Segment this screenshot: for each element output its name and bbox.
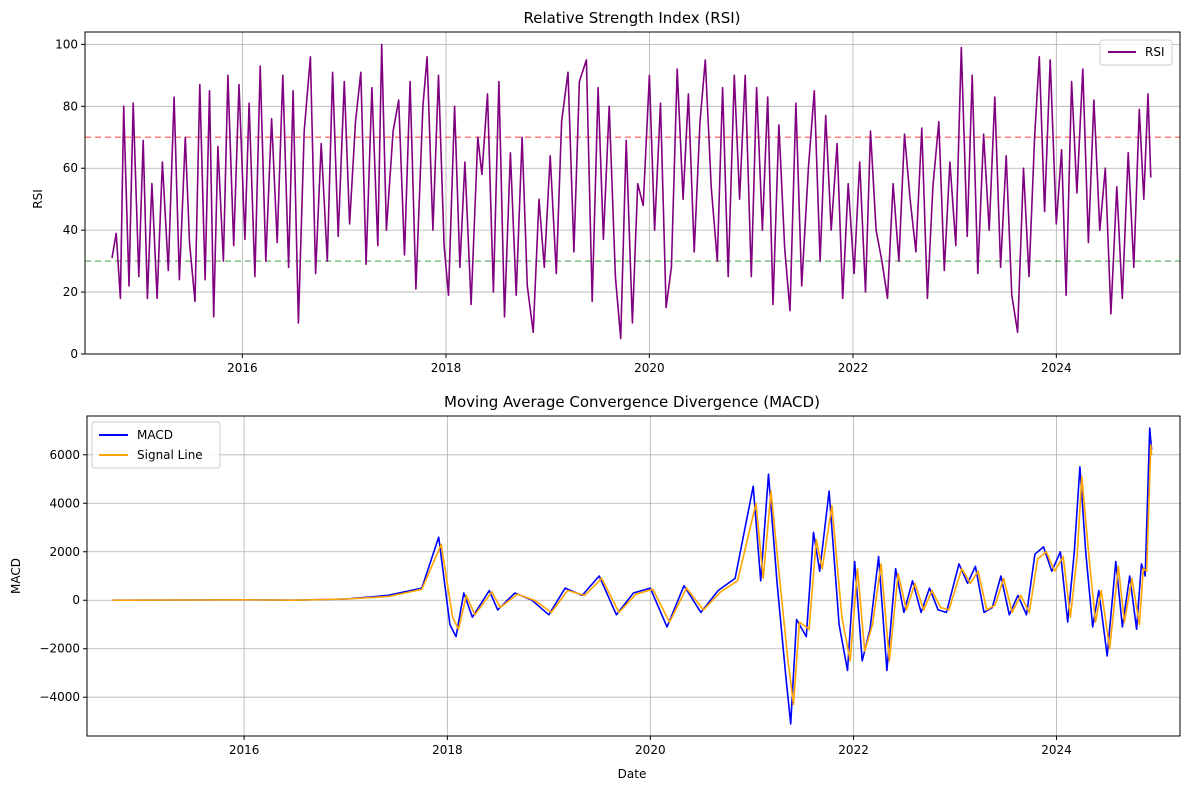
macd-subplot: Moving Average Convergence Divergence (M… xyxy=(9,393,1181,781)
x-tick-label: 2020 xyxy=(634,361,665,375)
y-tick-label: 2000 xyxy=(49,545,80,559)
y-tick-label: 100 xyxy=(55,37,78,51)
macd-series xyxy=(112,427,1153,725)
x-tick-label: 2018 xyxy=(432,743,463,757)
macd-yticks: −4000 −2000 0 2000 4000 6000 xyxy=(39,448,87,704)
y-tick-label: 0 xyxy=(70,347,78,361)
macd-plot-frame xyxy=(86,415,1181,737)
rsi-plot-frame xyxy=(84,31,1181,355)
rsi-legend: RSI xyxy=(1099,39,1173,66)
rsi-legend-label: RSI xyxy=(1145,45,1165,59)
y-tick-label: −2000 xyxy=(39,642,80,656)
x-tick-label: 2022 xyxy=(838,361,869,375)
series-line-rsi xyxy=(111,43,1152,340)
y-tick-label: 20 xyxy=(63,285,78,299)
y-tick-label: 0 xyxy=(72,593,80,607)
x-tick-label: 2022 xyxy=(838,743,869,757)
y-tick-label: 80 xyxy=(63,99,78,113)
x-tick-label: 2024 xyxy=(1041,361,1072,375)
rsi-series xyxy=(111,43,1152,340)
macd-grid xyxy=(87,416,1180,736)
series-line-macd xyxy=(112,427,1153,725)
macd-title: Moving Average Convergence Divergence (M… xyxy=(444,393,820,411)
rsi-ylabel: RSI xyxy=(31,189,45,209)
macd-legend-label: MACD xyxy=(137,428,173,442)
x-tick-label: 2016 xyxy=(229,743,260,757)
signal-legend-label: Signal Line xyxy=(137,448,203,462)
x-tick-label: 2024 xyxy=(1041,743,1072,757)
series-line-signal-line xyxy=(112,444,1153,706)
x-tick-label: 2016 xyxy=(227,361,258,375)
rsi-xticks: 2016 2018 2020 2022 2024 xyxy=(227,354,1072,375)
macd-ylabel: MACD xyxy=(9,558,23,594)
y-tick-label: 6000 xyxy=(49,448,80,462)
macd-legend-box xyxy=(91,421,221,469)
macd-legend: MACD Signal Line xyxy=(91,421,221,469)
x-tick-label: 2018 xyxy=(431,361,462,375)
y-tick-label: 40 xyxy=(63,223,78,237)
rsi-yticks: 0 20 40 60 80 100 xyxy=(55,37,85,361)
y-tick-label: −4000 xyxy=(39,690,80,704)
y-tick-label: 4000 xyxy=(49,496,80,510)
y-tick-label: 60 xyxy=(63,161,78,175)
rsi-title: Relative Strength Index (RSI) xyxy=(523,9,740,27)
rsi-reference-lines xyxy=(85,136,1180,262)
rsi-subplot: Relative Strength Index (RSI) RSI 2016 20… xyxy=(31,9,1181,375)
x-tick-label: 2020 xyxy=(635,743,666,757)
macd-xticks: 2016 2018 2020 2022 2024 xyxy=(229,736,1072,757)
macd-xlabel: Date xyxy=(618,767,647,781)
